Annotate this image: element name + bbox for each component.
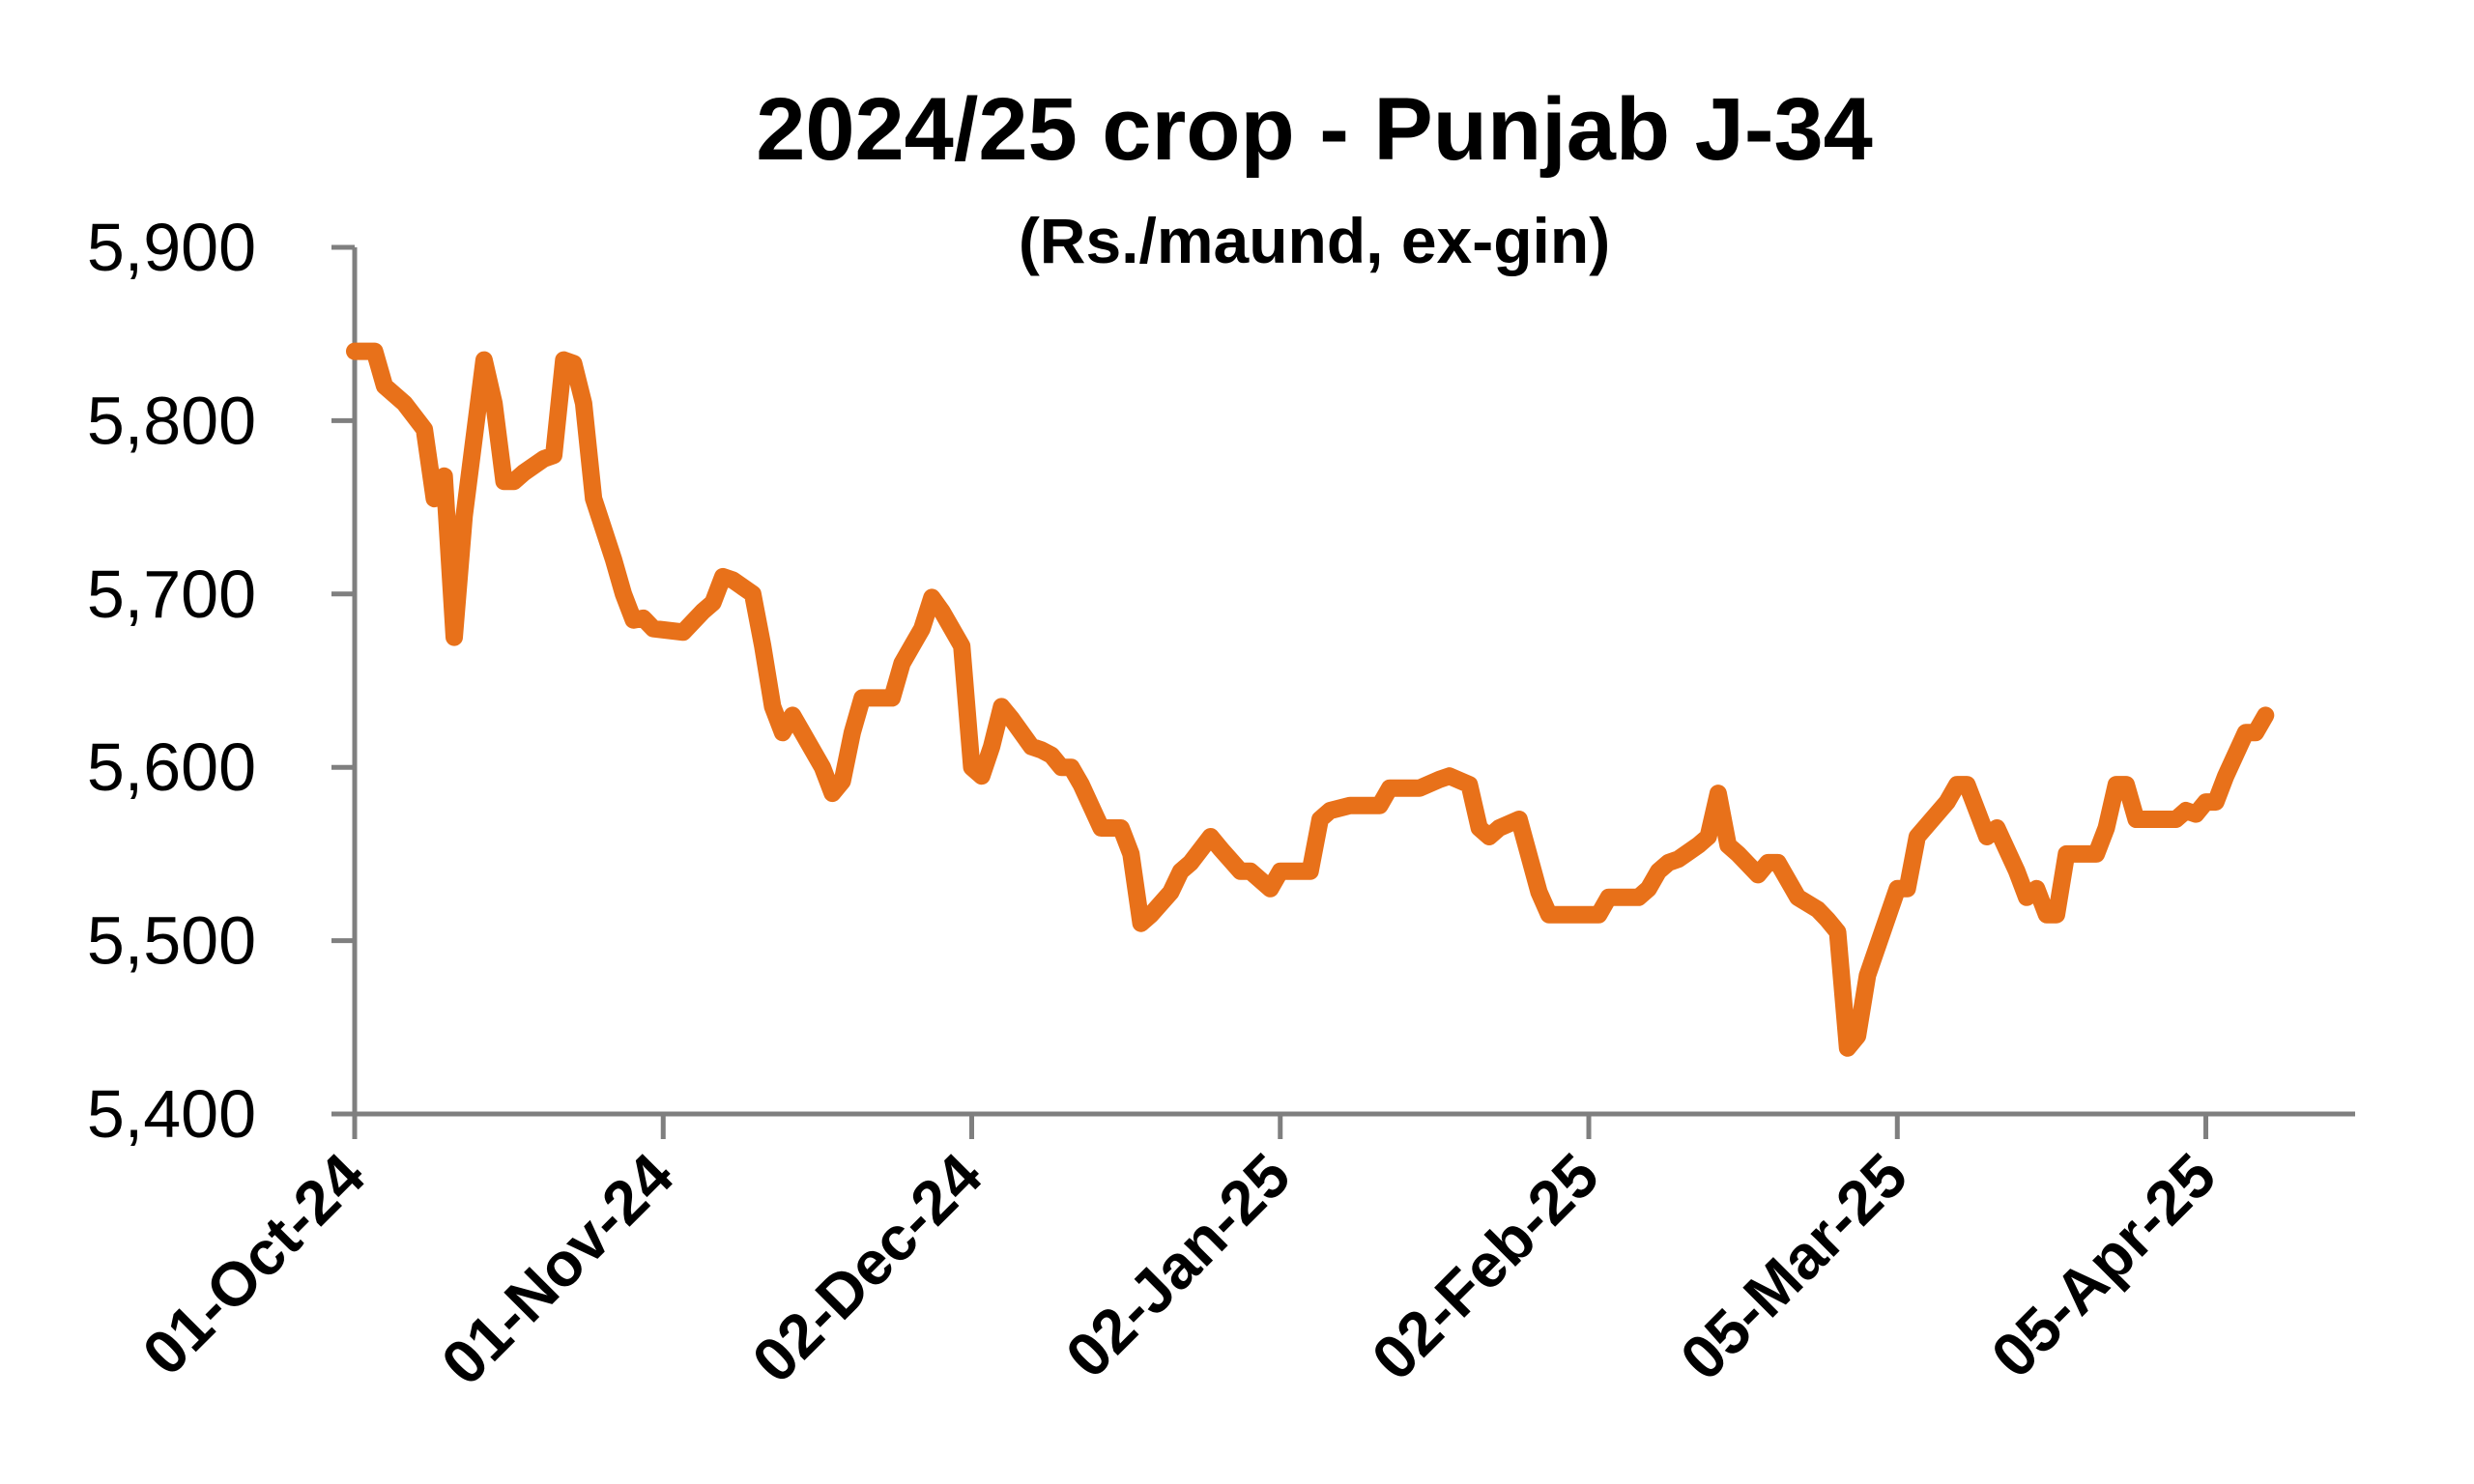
chart-subtitle: (Rs./maund, ex-gin) bbox=[1019, 205, 1610, 276]
x-tick-label: 05-Apr-25 bbox=[1978, 1140, 2229, 1391]
y-tick-label: 5,400 bbox=[87, 1076, 256, 1152]
y-tick-label: 5,700 bbox=[87, 556, 256, 632]
series-layer bbox=[346, 342, 2275, 1057]
x-tick-label: 02-Feb-25 bbox=[1359, 1140, 1612, 1393]
y-tick-label: 5,800 bbox=[87, 383, 256, 458]
x-tick-label: 05-Mar-25 bbox=[1667, 1140, 1920, 1393]
y-tick-label: 5,900 bbox=[87, 210, 256, 285]
x-tick-label: 01-Nov-24 bbox=[428, 1140, 687, 1399]
series-line bbox=[346, 342, 2275, 1057]
x-tick-label: 02-Jan-25 bbox=[1052, 1140, 1304, 1391]
x-tick-label: 01-Oct-24 bbox=[129, 1140, 378, 1388]
chart-title: 2024/25 crop - Punjab J-34 bbox=[756, 80, 1873, 179]
x-tick-label: 02-Dec-24 bbox=[739, 1140, 995, 1396]
y-tick-label: 5,600 bbox=[87, 729, 256, 805]
y-tick-label: 5,500 bbox=[87, 903, 256, 979]
